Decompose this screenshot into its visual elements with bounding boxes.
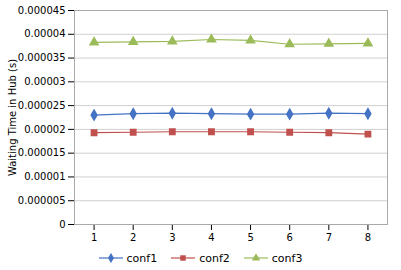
svg-text:7: 7 <box>326 232 332 243</box>
svg-text:0.000005: 0.000005 <box>18 195 66 206</box>
html-text:conf1: conf1 <box>126 251 158 265</box>
svg-text:0.00003: 0.00003 <box>24 76 65 87</box>
svg-text:2: 2 <box>130 232 136 243</box>
svg-text:0.000025: 0.000025 <box>18 100 66 111</box>
svg-text:1: 1 <box>91 232 97 243</box>
svg-text:Waiting Time in Hub (s): Waiting Time in Hub (s) <box>7 59 18 176</box>
svg-text:4: 4 <box>208 232 214 243</box>
svg-text:6: 6 <box>287 232 293 243</box>
html-text:conf2: conf2 <box>199 251 230 265</box>
svg-text:0.000015: 0.000015 <box>18 147 66 158</box>
svg-text:0: 0 <box>59 219 65 230</box>
svg-text:0.00002: 0.00002 <box>24 124 65 135</box>
svg-text:3: 3 <box>169 232 175 243</box>
svg-text:0.000035: 0.000035 <box>18 52 66 63</box>
svg-text:0.000045: 0.000045 <box>18 5 66 16</box>
svg-text:0.00001: 0.00001 <box>24 171 65 182</box>
svg-text:8: 8 <box>365 232 371 243</box>
svg-text:0.00004: 0.00004 <box>24 28 65 39</box>
svg-text:5: 5 <box>247 232 253 243</box>
html-text:conf3: conf3 <box>271 251 303 265</box>
